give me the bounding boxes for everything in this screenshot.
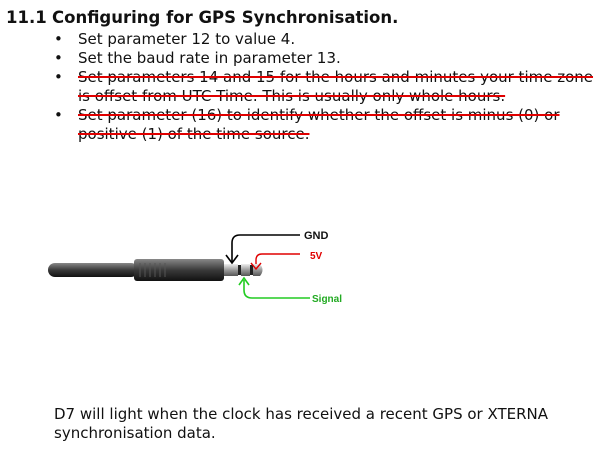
gnd-arrow <box>231 234 300 262</box>
plug-ring <box>241 264 250 276</box>
bullet-icon: • <box>54 30 63 48</box>
step-text: Set parameter 12 to value 4. <box>78 30 296 48</box>
bullet-icon: • <box>54 49 63 67</box>
step-text-struck: Set parameter (16) to identify whether t… <box>78 106 560 143</box>
gnd-arrow-head <box>225 254 239 265</box>
bullet-icon: • <box>54 68 63 86</box>
v5-label: 5V <box>310 251 323 262</box>
section-heading: 11.1 Configuring for GPS Synchronisation. <box>6 8 398 27</box>
v5-arrow-head <box>250 262 262 271</box>
steps-list: • Set parameter 12 to value 4. • Set the b… <box>54 30 594 144</box>
step-text: Set the baud rate in parameter 13. <box>78 49 341 67</box>
bullet-icon: • <box>54 106 63 124</box>
v5-arrow <box>255 253 300 264</box>
step-text-struck: Set parameters 14 and 15 for the hours a… <box>78 68 594 105</box>
section-number: 11.1 <box>6 8 47 27</box>
section-title: Configuring for GPS Synchronisation. <box>52 8 399 27</box>
cable <box>48 263 138 277</box>
plug-grip <box>139 263 166 277</box>
footer-note: D7 will light when the clock has receive… <box>54 405 549 442</box>
plug-body <box>134 259 224 281</box>
plug-sleeve <box>224 264 238 276</box>
list-item: • Set parameter 12 to value 4. <box>54 30 594 49</box>
jack-plug-diagram: GND 5V Signal <box>48 230 342 305</box>
list-item: • Set parameter (16) to identify whether … <box>54 106 594 144</box>
list-item: • Set the baud rate in parameter 13. <box>54 49 594 68</box>
list-item: • Set parameters 14 and 15 for the hours … <box>54 68 594 106</box>
signal-label: Signal <box>312 294 342 305</box>
gnd-label: GND <box>304 230 329 242</box>
signal-arrow <box>243 280 310 299</box>
plug-tip <box>253 264 263 276</box>
plug-insulator <box>250 265 253 275</box>
plug-insulator <box>238 265 241 275</box>
signal-arrow-head <box>238 276 250 286</box>
